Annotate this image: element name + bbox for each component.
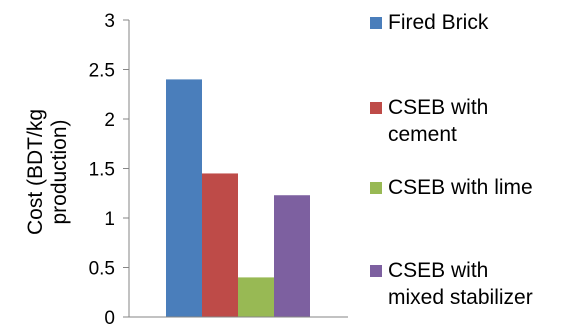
bar-chart: Cost (BDT/kgproduction) 0 0.5 1 1.5 2 2.5 3: [24, 11, 348, 325]
y-axis-title-line: production): [48, 119, 71, 224]
legend-swatch: [370, 265, 382, 277]
bars: [166, 79, 310, 318]
y-tick-label: 3: [104, 11, 115, 32]
y-axis-title-line: Cost (BDT/kg: [24, 109, 47, 235]
legend-label: CSEB with mixed stabilizer: [388, 259, 533, 309]
legend-label: CSEB with lime: [388, 176, 533, 199]
legend-item-2: CSEB with cement: [370, 94, 488, 148]
y-tick-label: 0.5: [89, 259, 115, 280]
legend-swatch: [370, 182, 382, 194]
y-axis-title-text: Cost (BDT/kgproduction): [24, 109, 71, 235]
legend-item-1: Fired Brick: [370, 9, 488, 36]
y-axis-title: Cost (BDT/kgproduction): [24, 109, 71, 235]
legend-swatch: [370, 102, 382, 114]
legend-label: CSEB with cement: [388, 96, 489, 146]
y-tick-label: 1: [104, 209, 115, 230]
y-tick-label: 2.5: [89, 61, 115, 82]
bar-4: [274, 195, 310, 317]
legend-item-3: CSEB with lime: [370, 174, 533, 201]
y-axis-ticks: 0 0.5 1 1.5 2 2.5 3: [89, 11, 129, 325]
legend-item-4: CSEB with mixed stabilizer: [370, 257, 533, 311]
y-tick-label: 0: [104, 308, 115, 325]
legend-label: Fired Brick: [388, 11, 489, 34]
legend-swatch: [370, 17, 382, 29]
bar-1: [166, 79, 202, 318]
y-tick-label: 2: [104, 110, 115, 131]
y-tick-label: 1.5: [89, 160, 115, 181]
bar-2: [202, 173, 238, 317]
bar-3: [238, 277, 274, 317]
legend: Fired Brick CSEB with cement CSEB with lim…: [370, 0, 577, 325]
